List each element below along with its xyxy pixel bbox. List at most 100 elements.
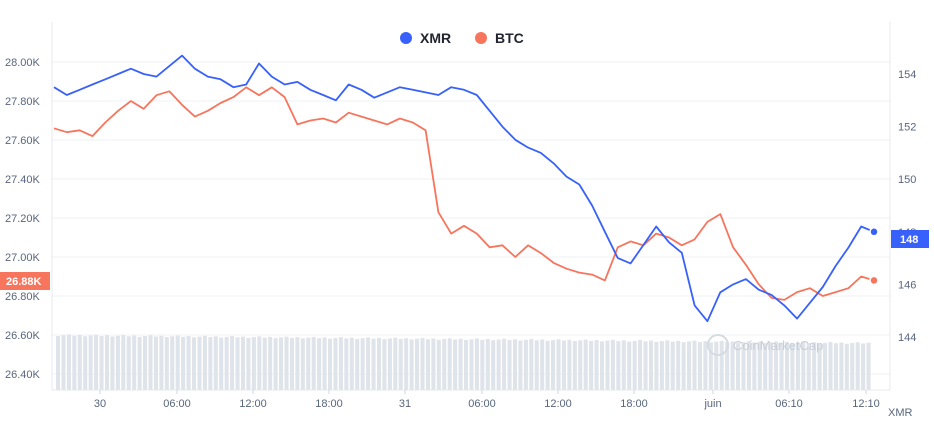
volume-bar — [621, 340, 626, 390]
volume-bar — [382, 339, 387, 390]
btc-current-badge: 26.88K — [0, 272, 50, 290]
volume-bar — [317, 338, 322, 390]
volume-bar — [371, 338, 376, 390]
volume-bar — [491, 340, 496, 390]
series-end-point-btc — [869, 275, 879, 286]
volume-bar — [763, 342, 768, 390]
volume-bar — [638, 340, 643, 390]
right-tick-label: 150 — [898, 174, 916, 186]
volume-bar — [132, 335, 137, 390]
volume-bar — [159, 335, 164, 390]
left-tick-label: 27.20K — [5, 213, 41, 225]
volume-bar — [697, 341, 702, 390]
volume-bar — [714, 341, 719, 390]
volume-bar — [708, 342, 713, 390]
volume-bar — [795, 342, 800, 390]
left-tick-label: 27.60K — [5, 135, 41, 147]
volume-bar — [757, 341, 762, 390]
volume-bar — [268, 336, 273, 390]
volume-bar — [545, 340, 550, 390]
volume-bar — [192, 337, 197, 390]
right-axis-ticks: 154 152 150 148 146 144 — [898, 69, 916, 344]
legend[interactable]: XMR BTC — [400, 30, 524, 46]
volume-bar — [469, 339, 474, 390]
volume-bar — [474, 338, 479, 390]
volume-bar — [88, 335, 93, 390]
volume-bar — [518, 340, 523, 390]
volume-bar — [736, 342, 741, 390]
volume-bar — [328, 338, 333, 390]
x-tick-label: 12:00 — [544, 398, 572, 410]
volume-bar — [692, 340, 697, 390]
volume-bar — [600, 341, 605, 390]
volume-bar — [355, 338, 360, 390]
volume-bar — [197, 336, 202, 390]
x-tick-label: 06:10 — [775, 398, 803, 410]
btc-badge-bg — [0, 272, 50, 290]
watermark-logo-icon — [707, 334, 729, 356]
volume-bar — [143, 336, 148, 390]
volume-bar — [855, 342, 860, 390]
volume-bar — [420, 337, 425, 390]
volume-bar — [273, 338, 278, 390]
volume-bar — [665, 340, 670, 390]
volume-bar — [235, 337, 240, 390]
volume-bar — [295, 337, 300, 390]
volume-bar — [458, 338, 463, 390]
volume-bar — [643, 341, 648, 390]
left-tick-label: 27.80K — [5, 96, 41, 108]
volume-bar — [719, 340, 724, 390]
volume-bar — [94, 334, 99, 390]
volume-bar — [540, 339, 545, 390]
volume-bar — [616, 341, 621, 390]
left-tick-label: 26.80K — [5, 291, 41, 303]
volume-bar — [219, 337, 224, 390]
volume-bar — [240, 336, 245, 390]
volume-bar — [687, 341, 692, 390]
volume-bar — [425, 339, 430, 390]
volume-bar — [338, 337, 343, 390]
volume-bar — [812, 342, 817, 390]
volume-bar — [654, 341, 659, 390]
volume-bar — [833, 343, 838, 390]
volume-bar — [110, 336, 115, 390]
volume-bar — [648, 340, 653, 390]
x-tick-label: 30 — [94, 398, 106, 410]
legend-xmr-dot — [400, 32, 412, 44]
volume-bar — [806, 342, 811, 390]
x-tick-label: 12:10 — [852, 398, 880, 410]
legend-item-btc[interactable]: BTC — [475, 30, 524, 46]
volume-bar — [817, 343, 822, 390]
volume-bar — [175, 335, 180, 390]
volume-bar — [839, 342, 844, 390]
volume-bar — [311, 336, 316, 390]
volume-bar — [404, 338, 409, 390]
volume-bar — [703, 341, 708, 390]
volume-bar — [306, 337, 311, 390]
volume-bar — [850, 342, 855, 390]
volume-bar — [774, 341, 779, 390]
volume-bar — [104, 335, 109, 390]
volume-bar — [507, 340, 512, 390]
volume-bar — [610, 339, 615, 390]
volume-bar — [561, 340, 566, 390]
series-line-btc — [53, 86, 875, 301]
volume-bar — [741, 341, 746, 390]
volume-bar — [670, 341, 675, 390]
volume-bar — [387, 338, 392, 390]
legend-xmr-label: XMR — [420, 30, 451, 46]
volume-bar — [485, 339, 490, 390]
volume-bar — [230, 336, 235, 390]
volume-bar — [447, 338, 452, 390]
gridlines — [52, 61, 890, 375]
volume-bars — [56, 334, 871, 390]
volume-bar — [61, 335, 66, 390]
volume-bar — [349, 337, 354, 390]
volume-bar — [213, 336, 218, 390]
volume-bar — [523, 339, 528, 390]
volume-bar — [453, 339, 458, 390]
x-tick-label: 18:00 — [620, 398, 648, 410]
left-axis-ticks: 28.00K 27.80K 27.60K 27.40K 27.20K 27.00K 26.8… — [5, 57, 41, 381]
volume-bar — [83, 336, 88, 390]
legend-item-xmr[interactable]: XMR — [400, 30, 451, 46]
